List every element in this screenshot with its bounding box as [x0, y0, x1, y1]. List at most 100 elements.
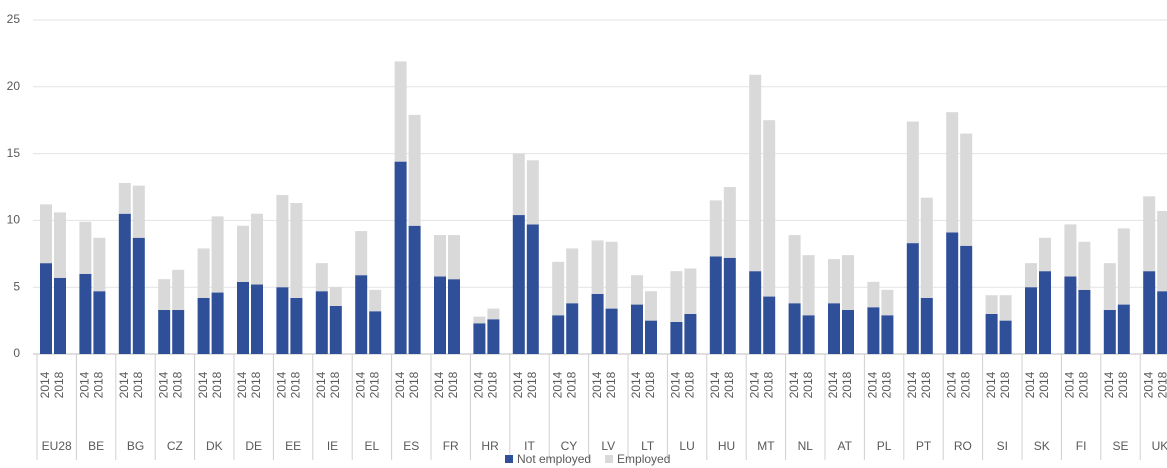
- bar-segment: [487, 319, 500, 354]
- x-tick-label: 2014: [196, 371, 210, 398]
- bar-segment: [842, 255, 854, 310]
- bar-segment: [1025, 263, 1037, 288]
- bar-segment: [631, 275, 643, 305]
- bar-segment: [645, 320, 657, 354]
- bar-segment: [1157, 291, 1167, 354]
- x-tick-label: 2018: [880, 371, 894, 398]
- bar-segment: [329, 287, 342, 306]
- x-tick-label: 2014: [472, 371, 486, 398]
- x-tick-label: 2014: [156, 371, 170, 398]
- bar-segment: [197, 248, 210, 298]
- bar-segment: [591, 293, 604, 354]
- x-tick-label: 2014: [314, 371, 328, 398]
- bar-segment: [867, 281, 880, 308]
- bar-segment: [788, 235, 801, 304]
- bar-segment: [749, 74, 762, 272]
- bar-segment: [920, 197, 933, 298]
- group-label: AT: [837, 439, 852, 453]
- x-tick-label: 2018: [328, 371, 342, 398]
- bar-segment: [1078, 241, 1091, 290]
- bar-segment: [512, 153, 525, 216]
- x-tick-label: 2018: [643, 371, 657, 398]
- bar-segment: [605, 241, 618, 309]
- bar-segment: [1143, 196, 1156, 272]
- bar-segment: [132, 237, 145, 354]
- bar-segment: [999, 295, 1012, 321]
- bar-segment: [251, 213, 263, 285]
- x-tick-label: 2018: [998, 371, 1012, 398]
- bar-segment: [93, 291, 106, 354]
- group-label: FR: [443, 439, 459, 453]
- x-tick-label: 2018: [840, 371, 854, 398]
- x-tick-label: 2014: [78, 371, 92, 398]
- x-tick-label: 2018: [210, 371, 224, 398]
- bar-segment: [906, 243, 919, 354]
- y-tick-label: 25: [7, 12, 21, 26]
- bar-segment: [999, 320, 1012, 354]
- x-tick-label: 2014: [117, 371, 131, 398]
- bar-segment: [1025, 287, 1037, 354]
- legend-swatch: [605, 455, 614, 463]
- x-tick-label: 2014: [1023, 371, 1037, 398]
- x-tick-label: 2014: [905, 371, 919, 398]
- bar-segment: [434, 235, 446, 277]
- bar-segment: [1078, 289, 1091, 354]
- group-label: HR: [481, 439, 499, 453]
- group-label: FI: [1076, 439, 1087, 453]
- bar-segment: [985, 295, 998, 314]
- y-tick-label: 10: [7, 213, 21, 227]
- group-label: NL: [798, 439, 814, 453]
- x-tick-label: 2014: [275, 371, 289, 398]
- bar-segment: [946, 112, 959, 233]
- bar-segment: [985, 313, 998, 354]
- bar-segment: [394, 161, 407, 354]
- x-tick-label: 2014: [353, 371, 367, 398]
- x-tick-label: 2018: [801, 371, 815, 398]
- x-tick-label: 2018: [170, 371, 184, 398]
- x-tick-label: 2014: [826, 371, 840, 398]
- bar-segment: [960, 133, 973, 246]
- x-tick-label: 2018: [722, 371, 736, 398]
- bar-segment: [881, 315, 894, 354]
- bar-segment: [1039, 271, 1051, 354]
- bar-segment: [54, 212, 66, 278]
- legend-label: Employed: [617, 452, 670, 466]
- bar-segment: [394, 61, 407, 162]
- x-tick-label: 2014: [787, 371, 801, 398]
- bar-segment: [276, 195, 289, 288]
- bar-segment: [329, 305, 342, 354]
- group-label: SE: [1112, 439, 1128, 453]
- x-tick-label: 2018: [407, 371, 421, 398]
- bar-segment: [290, 297, 303, 354]
- x-tick-label: 2018: [1116, 371, 1130, 398]
- x-tick-label: 2014: [629, 371, 643, 398]
- x-tick-label: 2014: [944, 371, 958, 398]
- group-label: CZ: [167, 439, 183, 453]
- group-label: HU: [718, 439, 735, 453]
- x-tick-label: 2014: [747, 371, 761, 398]
- bar-segment: [552, 261, 565, 316]
- bar-segment: [920, 297, 933, 354]
- x-tick-label: 2014: [1063, 371, 1077, 398]
- bar-segment: [788, 303, 801, 354]
- bar-segment: [867, 307, 880, 354]
- bar-segment: [158, 309, 171, 354]
- bar-segment: [237, 281, 249, 354]
- bar-segment: [1039, 237, 1051, 272]
- bar-segment: [645, 291, 657, 321]
- x-tick-label: 2014: [550, 371, 564, 398]
- bar-segment: [1064, 224, 1077, 277]
- group-label: PL: [877, 439, 892, 453]
- y-tick-label: 20: [7, 79, 21, 93]
- bar-segment: [448, 235, 460, 280]
- x-tick-label: 2018: [919, 371, 933, 398]
- bar-segment: [197, 297, 210, 354]
- group-label: DK: [206, 439, 223, 453]
- bar-segment: [355, 275, 368, 354]
- bar-segment: [1103, 309, 1116, 354]
- x-tick-label: 2014: [393, 371, 407, 398]
- group-label: SK: [1034, 439, 1050, 453]
- x-tick-label: 2018: [486, 371, 500, 398]
- bar-segment: [1117, 228, 1130, 305]
